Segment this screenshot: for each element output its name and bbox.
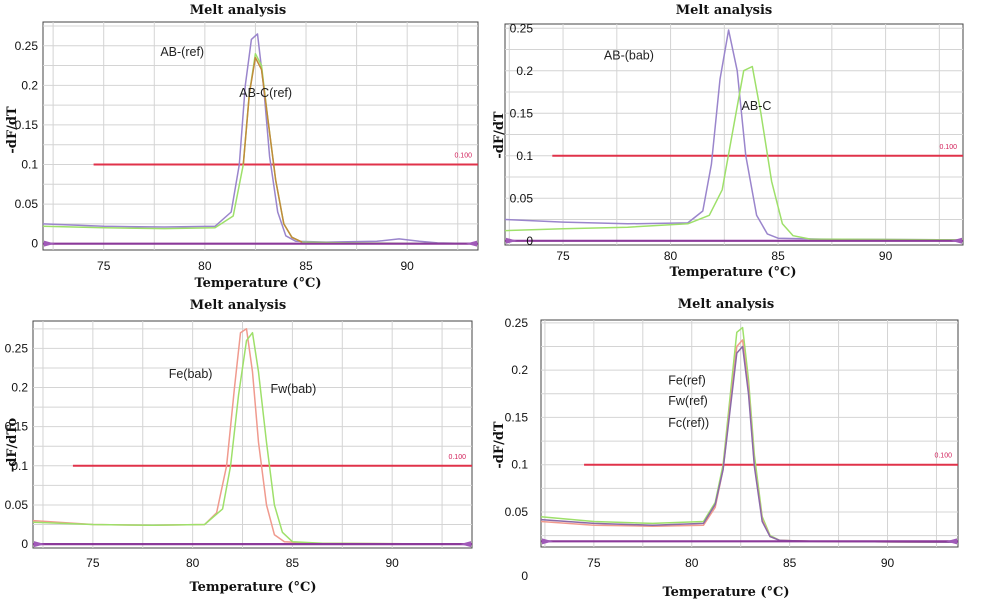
melt-curve-series bbox=[32, 331, 473, 545]
y-tick-label: 0.05 bbox=[5, 498, 29, 512]
melt-curve-series bbox=[540, 345, 959, 544]
y-axis-label: -dF/dT bbox=[492, 111, 507, 159]
curve-annotation: Fc(ref)) bbox=[668, 416, 709, 430]
plot-area bbox=[32, 320, 473, 549]
x-tick-label: 80 bbox=[186, 556, 200, 570]
curve-annotation: Fw(bab) bbox=[270, 382, 316, 396]
y-axis-label: -dF/dT bbox=[492, 421, 507, 469]
curve-annotation: AB-(bab) bbox=[604, 49, 654, 63]
x-tick-label: 75 bbox=[556, 249, 570, 263]
x-tick-label: 90 bbox=[386, 556, 400, 570]
x-axis-label: Temperature (°C) bbox=[662, 585, 789, 600]
y-tick-label: 0.15 bbox=[15, 118, 39, 132]
y-tick-label: 0.25 bbox=[15, 39, 39, 53]
x-tick-label: 75 bbox=[86, 556, 100, 570]
y-tick-label: 0.15 bbox=[505, 410, 529, 424]
x-tick-label: 85 bbox=[771, 249, 785, 263]
y-tick-label: 0.25 bbox=[510, 21, 534, 35]
y-tick-label: 0 bbox=[526, 234, 533, 248]
baseline-start-marker bbox=[34, 541, 45, 548]
y-tick-label: 0.2 bbox=[516, 64, 533, 78]
y-tick-label: 0.1 bbox=[516, 149, 533, 163]
x-tick-label: 85 bbox=[299, 259, 313, 273]
threshold-label: 0.100 bbox=[939, 144, 957, 151]
y-axis-label: -dF/dTo bbox=[5, 417, 20, 472]
melt-chart-panel-1: 0.100 AB-(ref) AB-C(ref) 75 80 85 90 0 0.05 0.1 0.… bbox=[5, 3, 479, 291]
y-tick-label: 0.2 bbox=[511, 363, 528, 377]
y-tick-label: 0.05 bbox=[15, 197, 39, 211]
baseline-end-marker bbox=[466, 240, 477, 247]
baseline-start-marker bbox=[506, 237, 517, 244]
y-tick-label: 0.05 bbox=[510, 191, 534, 205]
baseline-end-marker bbox=[946, 538, 957, 545]
curve-annotation: AB-C(ref) bbox=[239, 86, 292, 100]
x-tick-label: 85 bbox=[286, 556, 300, 570]
x-tick-label: 75 bbox=[587, 556, 601, 570]
chart-title: Melt analysis bbox=[190, 3, 287, 18]
melt-curve-series bbox=[42, 33, 479, 245]
threshold-label: 0.100 bbox=[454, 153, 472, 160]
plot-area bbox=[540, 319, 959, 548]
melt-chart-panel-2: 0.100 AB-(bab) AB-C 75 80 85 90 0 0.05 0.1 0.15 0.2… bbox=[492, 3, 964, 280]
baseline-end-marker bbox=[460, 541, 471, 548]
y-tick-label: 0 bbox=[31, 237, 38, 251]
melt-curve-series bbox=[504, 65, 964, 241]
x-axis-label: Temperature (°C) bbox=[194, 276, 321, 291]
x-axis-label: Temperature (°C) bbox=[189, 580, 316, 595]
x-tick-label: 75 bbox=[97, 259, 111, 273]
melt-chart-panel-4: 0.100 Fe(ref) Fw(ref) Fc(ref)) 75 80 85 90 0 0.05… bbox=[492, 297, 959, 600]
y-tick-label: 0.25 bbox=[505, 316, 529, 330]
melt-chart-panel-3: 0.100 Fe(bab) Fw(bab) 75 80 85 90 0 0.05 0.1 0.15 0… bbox=[5, 298, 473, 595]
curve-annotation: Fe(bab) bbox=[169, 367, 213, 381]
x-tick-label: 85 bbox=[783, 556, 797, 570]
chart-title: Melt analysis bbox=[190, 298, 287, 313]
x-tick-label: 90 bbox=[401, 259, 415, 273]
baseline-start-marker bbox=[542, 538, 553, 545]
x-tick-label: 80 bbox=[664, 249, 678, 263]
x-tick-label: 80 bbox=[198, 259, 212, 273]
curve-annotation: Fw(ref) bbox=[668, 394, 708, 408]
x-axis-label: Temperature (°C) bbox=[669, 265, 796, 280]
curve-annotation: AB-(ref) bbox=[160, 45, 204, 59]
melt-curve-series bbox=[504, 29, 964, 241]
x-tick-label: 90 bbox=[879, 249, 893, 263]
y-tick-label: 0.25 bbox=[5, 341, 29, 355]
gridlines bbox=[541, 320, 958, 547]
y-tick-label: 0.1 bbox=[511, 458, 528, 472]
y-tick-label: 0.15 bbox=[5, 420, 29, 434]
baseline-start-marker bbox=[44, 240, 55, 247]
baseline-end-marker bbox=[951, 237, 962, 244]
chart-title: Melt analysis bbox=[676, 3, 773, 18]
y-tick-label: 0.2 bbox=[21, 78, 38, 92]
y-tick-label: 0.2 bbox=[11, 381, 28, 395]
y-tick-label: 0 bbox=[521, 569, 528, 583]
y-tick-label: 0 bbox=[21, 537, 28, 551]
y-tick-label: 0.05 bbox=[505, 505, 529, 519]
chart-title: Melt analysis bbox=[678, 297, 775, 312]
threshold-label: 0.100 bbox=[448, 454, 466, 461]
curve-annotation: Fe(ref) bbox=[668, 373, 706, 387]
x-tick-label: 90 bbox=[881, 556, 895, 570]
y-tick-label: 0.15 bbox=[510, 106, 534, 120]
y-tick-label: 0.1 bbox=[21, 158, 38, 172]
y-axis-label: -dF/dT bbox=[5, 106, 20, 154]
threshold-label: 0.100 bbox=[934, 453, 952, 460]
y-tick-label: 0.1 bbox=[11, 459, 28, 473]
x-tick-label: 80 bbox=[685, 556, 699, 570]
melt-curve-series bbox=[242, 56, 303, 243]
curve-annotation: AB-C bbox=[742, 99, 772, 113]
